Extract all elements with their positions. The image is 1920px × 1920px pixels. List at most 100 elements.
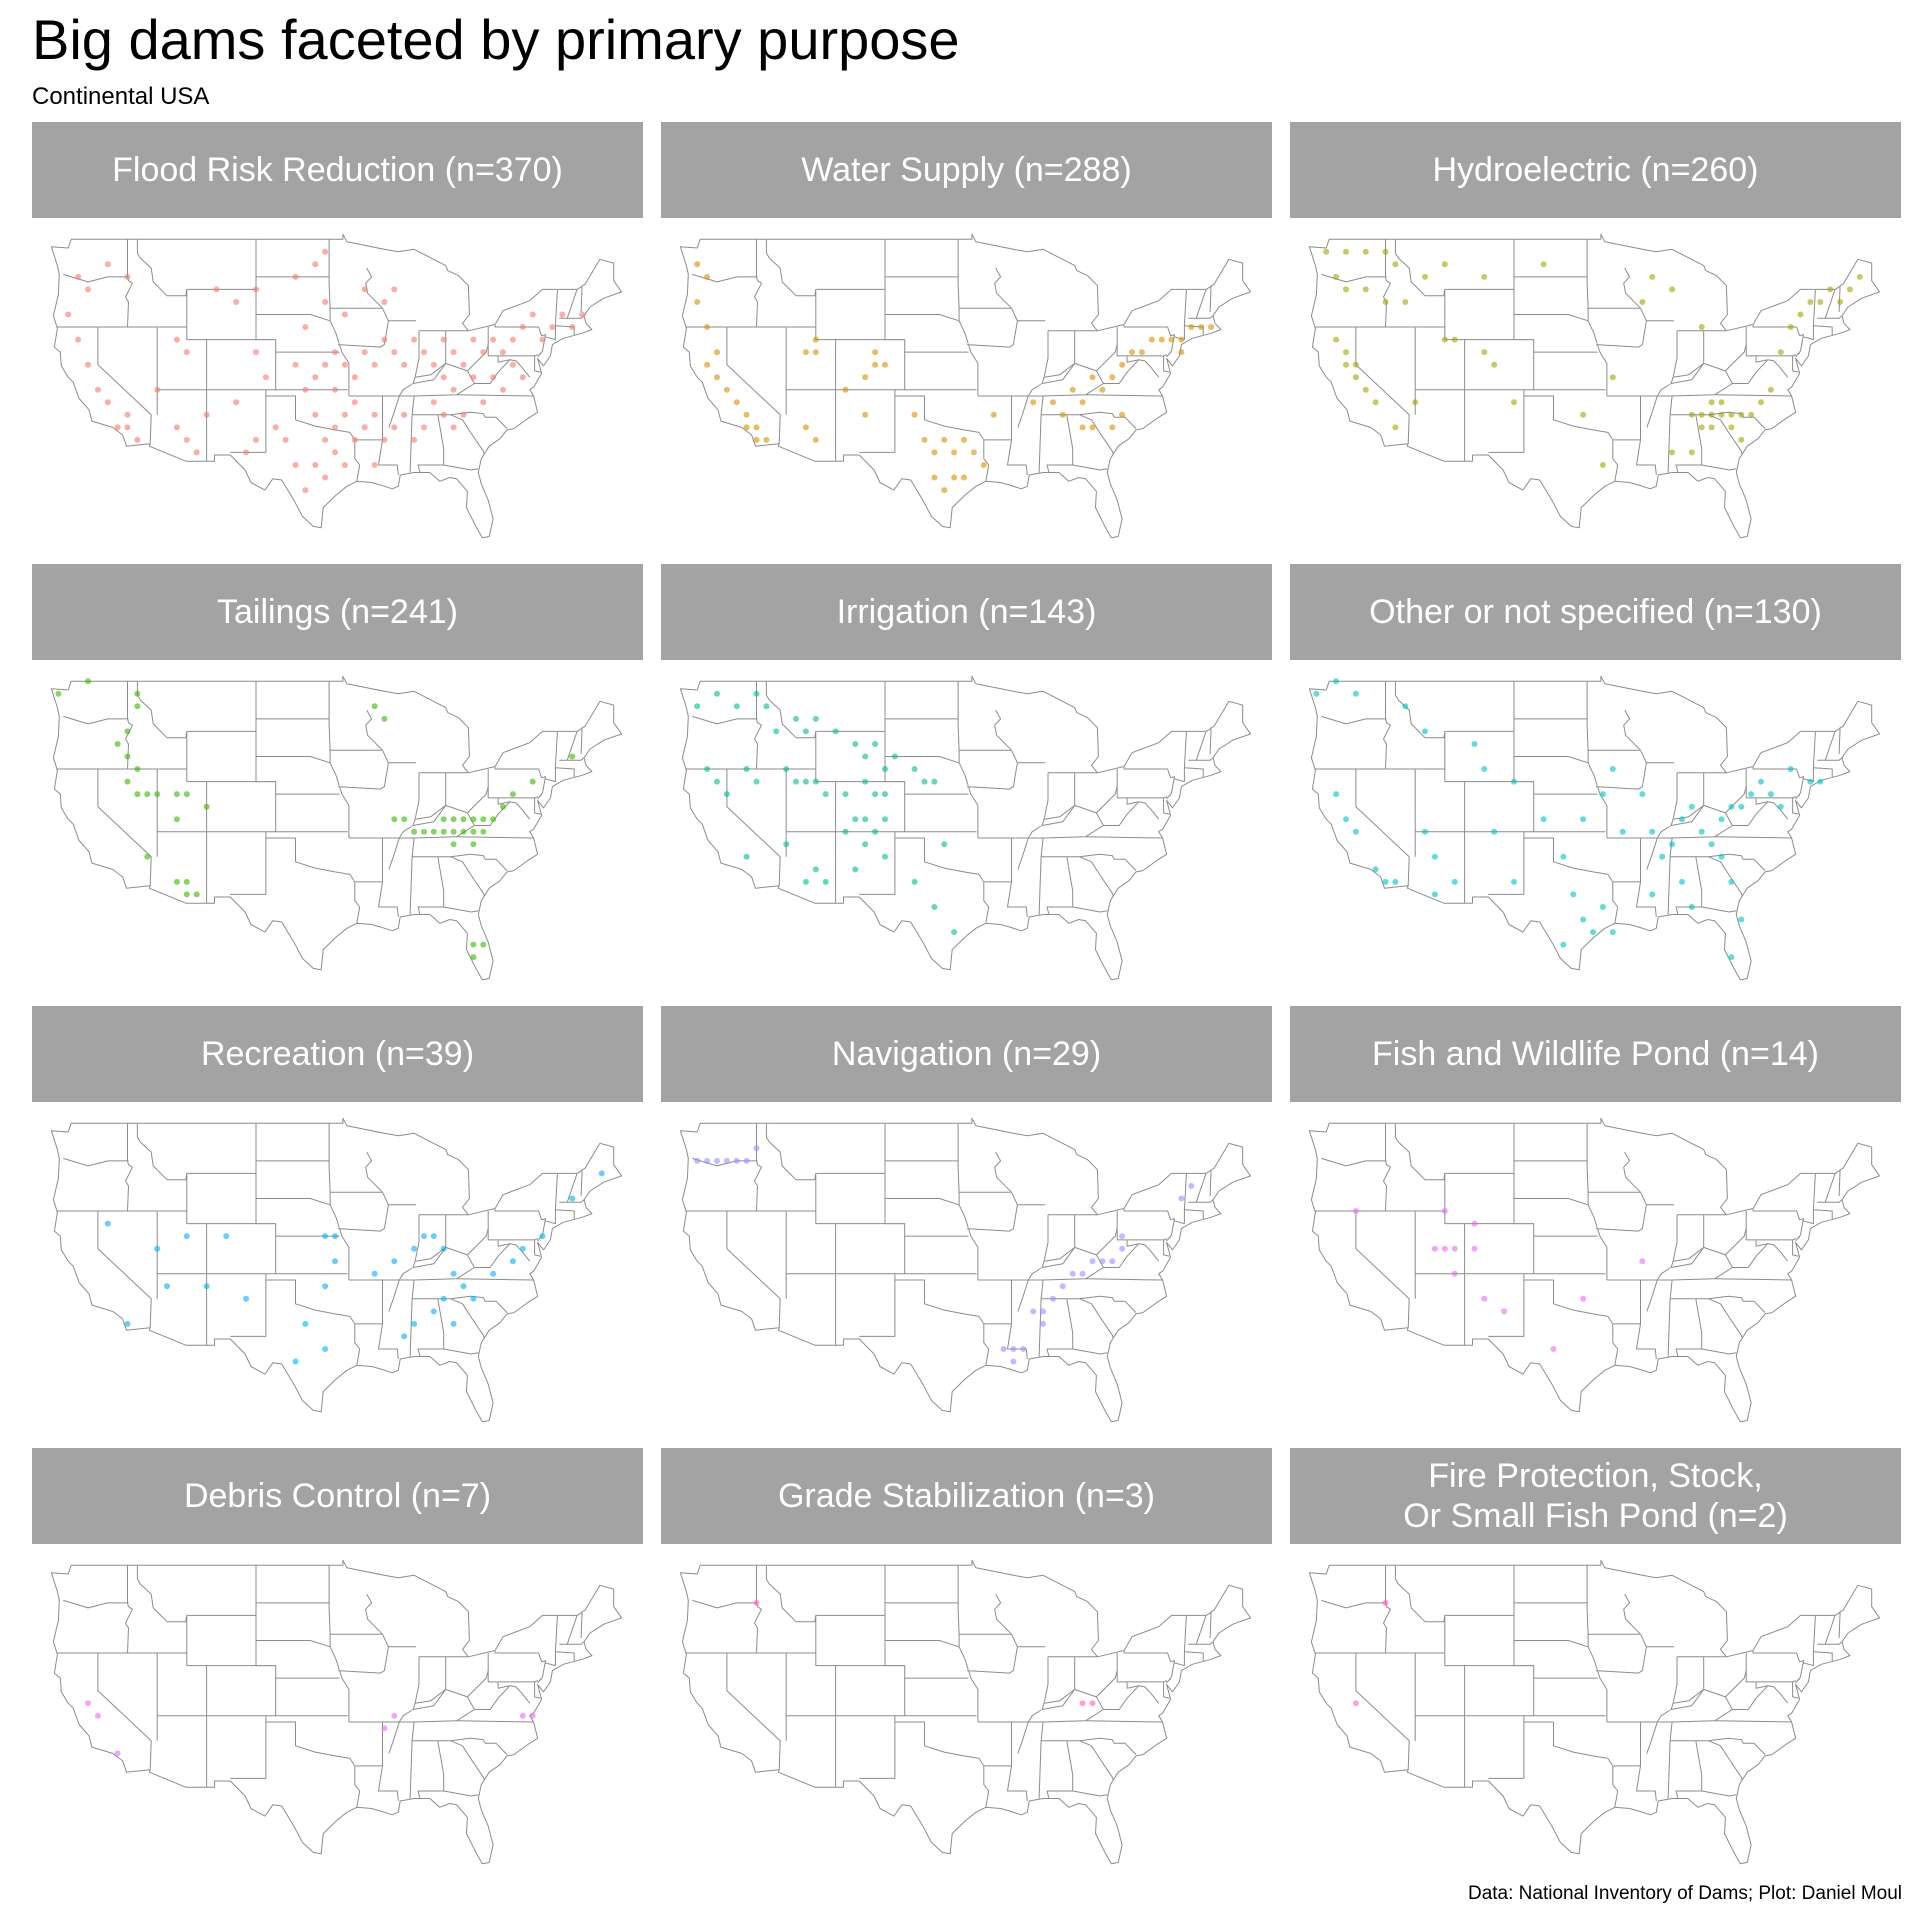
dam-point bbox=[391, 424, 398, 431]
state-border bbox=[1714, 836, 1792, 839]
state-border bbox=[1072, 1348, 1108, 1355]
state-border bbox=[555, 767, 575, 778]
dam-point bbox=[292, 1358, 299, 1365]
dam-point bbox=[173, 336, 180, 343]
dam-point bbox=[500, 386, 506, 393]
state-border bbox=[534, 1239, 541, 1257]
dam-point bbox=[183, 1233, 190, 1240]
dam-point bbox=[440, 1295, 447, 1302]
state-border bbox=[456, 1278, 534, 1281]
dam-point bbox=[1767, 386, 1774, 393]
state-border bbox=[1636, 1280, 1657, 1360]
dam-point bbox=[253, 436, 259, 443]
dam-point bbox=[302, 324, 309, 330]
us-state-map bbox=[679, 1117, 1252, 1423]
facet-panel: Tailings (n=241) bbox=[32, 564, 643, 996]
dam-point bbox=[1688, 449, 1695, 456]
dam-point bbox=[460, 1283, 467, 1290]
dam-point bbox=[440, 828, 447, 835]
dam-point bbox=[1491, 828, 1498, 835]
state-border bbox=[1732, 359, 1769, 384]
dam-point bbox=[1738, 411, 1745, 418]
state-border bbox=[415, 1214, 447, 1262]
dam-point bbox=[450, 841, 457, 848]
dam-point bbox=[704, 273, 711, 280]
dam-point bbox=[124, 273, 131, 280]
dam-point bbox=[773, 728, 780, 735]
dam-point bbox=[391, 816, 398, 823]
dam-point bbox=[1451, 1270, 1458, 1277]
dam-point bbox=[1441, 1208, 1448, 1214]
state-border bbox=[1044, 1214, 1076, 1262]
dam-point bbox=[430, 399, 437, 406]
state-border bbox=[1595, 1191, 1647, 1232]
dam-point bbox=[1599, 904, 1606, 910]
state-border bbox=[1795, 1218, 1804, 1242]
dam-point bbox=[302, 1320, 309, 1327]
dam-point bbox=[322, 436, 329, 443]
dam-point bbox=[114, 1750, 121, 1757]
state-border bbox=[1166, 1218, 1175, 1242]
us-state-map bbox=[1308, 233, 1881, 539]
dam-point bbox=[450, 1270, 457, 1277]
state-border bbox=[726, 1211, 781, 1328]
state-border bbox=[994, 267, 1012, 309]
dam-point bbox=[1020, 1346, 1027, 1352]
state-border bbox=[365, 1593, 383, 1635]
us-state-map bbox=[1308, 1117, 1881, 1423]
dam-point bbox=[421, 424, 427, 431]
state-border bbox=[726, 1653, 781, 1770]
dam-point bbox=[391, 1258, 398, 1265]
state-border bbox=[1046, 856, 1074, 915]
state-border bbox=[1708, 1740, 1743, 1780]
state-border bbox=[97, 1211, 152, 1328]
dam-point bbox=[1787, 766, 1794, 772]
dam-point bbox=[361, 424, 368, 431]
dam-point bbox=[1748, 411, 1755, 418]
dam-point bbox=[1333, 336, 1340, 343]
state-border bbox=[859, 1273, 896, 1337]
dam-point bbox=[1158, 336, 1165, 343]
dam-point bbox=[440, 374, 447, 381]
dam-point bbox=[509, 791, 516, 798]
dam-point bbox=[1431, 853, 1438, 860]
facet-panel: Water Supply (n=288) bbox=[661, 122, 1272, 554]
dam-point bbox=[460, 828, 467, 835]
dam-point bbox=[233, 399, 240, 406]
dam-point bbox=[733, 1157, 740, 1164]
dam-point bbox=[743, 853, 750, 860]
state-border bbox=[1163, 1681, 1170, 1699]
dam-point bbox=[1856, 273, 1863, 280]
facet-strip-label: Hydroelectric (n=260) bbox=[1290, 122, 1901, 218]
state-border bbox=[1595, 1633, 1647, 1674]
state-border bbox=[1007, 1722, 1028, 1802]
dam-point bbox=[921, 436, 928, 443]
state-border bbox=[415, 772, 447, 820]
dam-point bbox=[243, 449, 250, 456]
dam-point bbox=[1758, 778, 1764, 785]
dam-point bbox=[322, 299, 329, 305]
dam-point bbox=[1089, 424, 1096, 431]
dam-point bbox=[430, 1308, 437, 1315]
state-border bbox=[1824, 1615, 1836, 1645]
dam-point bbox=[862, 841, 869, 848]
dam-point bbox=[381, 715, 388, 722]
dam-point bbox=[529, 778, 536, 785]
dam-point bbox=[1560, 941, 1567, 948]
dam-point bbox=[470, 941, 477, 948]
dam-point bbox=[539, 336, 546, 343]
dam-point bbox=[421, 828, 427, 835]
dam-point bbox=[1040, 1320, 1047, 1327]
state-border bbox=[329, 750, 350, 838]
dam-point bbox=[1698, 324, 1705, 330]
state-border bbox=[534, 797, 541, 815]
dam-point bbox=[763, 703, 770, 710]
dam-point bbox=[931, 904, 938, 910]
dam-point bbox=[421, 1233, 427, 1240]
state-border bbox=[1123, 289, 1187, 341]
dam-point bbox=[173, 791, 180, 798]
dam-point bbox=[1059, 1283, 1066, 1290]
state-border bbox=[1792, 355, 1799, 373]
facet-panel: Grade Stabilization (n=3) bbox=[661, 1448, 1272, 1880]
dam-point bbox=[1431, 891, 1438, 898]
